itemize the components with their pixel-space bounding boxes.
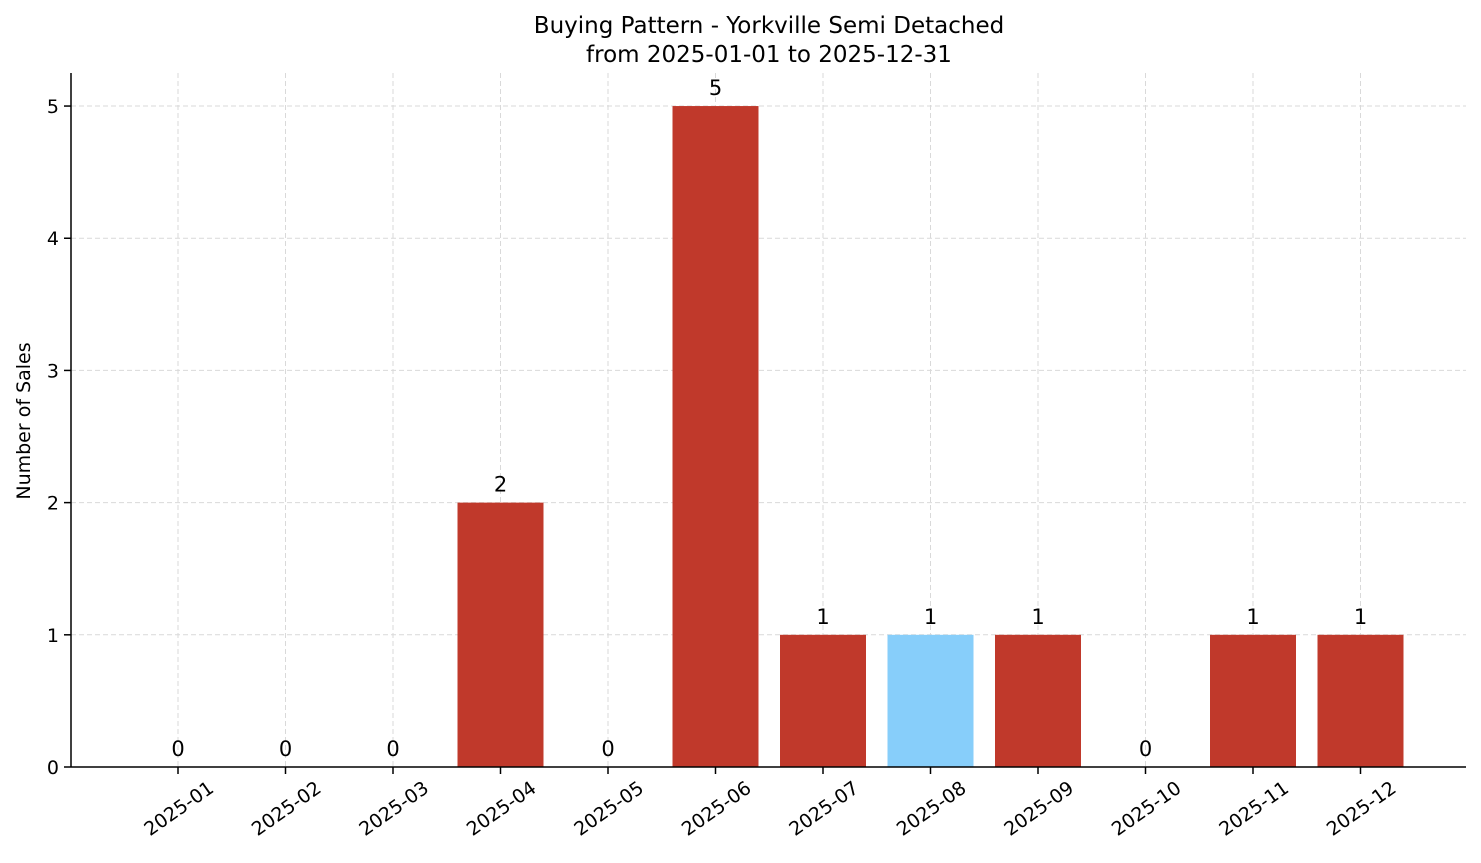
y-tick-label: 3	[47, 360, 59, 382]
bar-2025-11	[1210, 634, 1296, 767]
x-tick-label: 2025-10	[1108, 777, 1186, 841]
x-tick-label: 2025-07	[785, 777, 863, 841]
chart-subtitle: from 2025-01-01 to 2025-12-31	[586, 42, 952, 68]
bar-2025-04	[457, 502, 544, 767]
x-tick-label: 2025-08	[893, 777, 971, 841]
chart-title: Buying Pattern - Yorkville Semi Detached	[534, 13, 1004, 39]
x-tick-label: 2025-09	[1000, 777, 1078, 841]
data-label-2025-04: 2	[494, 473, 507, 497]
x-tick-label: 2025-06	[678, 777, 756, 841]
bar-2025-08	[887, 634, 974, 767]
data-label-2025-07: 1	[816, 605, 829, 629]
x-tick-label: 2025-04	[463, 777, 541, 841]
data-label-2025-11: 1	[1246, 605, 1259, 629]
data-label-2025-10: 0	[1139, 737, 1152, 761]
y-tick-label: 1	[47, 625, 59, 647]
x-tick-label: 2025-05	[570, 777, 648, 841]
y-axis-label: Number of Sales	[13, 342, 35, 499]
data-label-2025-12: 1	[1354, 605, 1367, 629]
bar-2025-07	[780, 634, 866, 767]
data-label-2025-08: 1	[924, 605, 937, 629]
x-tick-label: 2025-03	[355, 777, 433, 841]
data-label-2025-06: 5	[709, 76, 722, 100]
bars-layer	[457, 106, 1404, 768]
bar-2025-12	[1317, 634, 1404, 767]
x-tick-label: 2025-12	[1323, 777, 1401, 841]
y-tick-label: 4	[47, 228, 59, 250]
data-label-2025-02: 0	[279, 737, 292, 761]
data-label-2025-01: 0	[171, 737, 184, 761]
x-tick-label: 2025-02	[248, 777, 326, 841]
data-label-2025-09: 1	[1031, 605, 1044, 629]
x-tick-label: 2025-01	[140, 777, 218, 841]
y-tick-label: 0	[47, 757, 59, 779]
x-tick-label: 2025-11	[1215, 777, 1293, 841]
y-tick-label: 5	[47, 96, 59, 118]
bar-2025-06	[672, 106, 759, 768]
data-label-2025-03: 0	[386, 737, 399, 761]
data-labels-layer: 0 0 0 2 0 5 1 1 1 0 1 1	[171, 76, 1367, 761]
data-label-2025-05: 0	[601, 737, 614, 761]
bar-2025-09	[995, 634, 1081, 767]
y-tick-label: 2	[47, 493, 59, 515]
